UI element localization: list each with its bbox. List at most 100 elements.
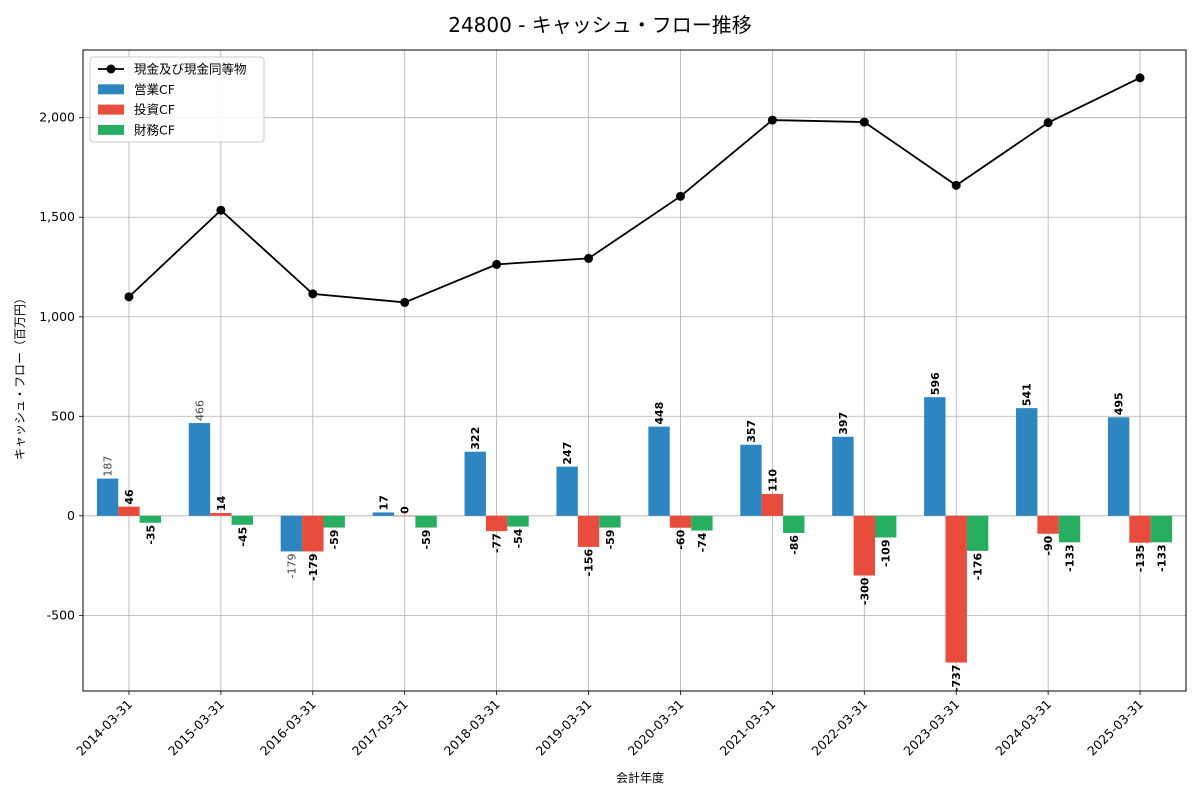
bar-投資CF (302, 515, 324, 552)
y-tick-label: -500 (47, 607, 75, 622)
bar-営業CF (924, 397, 946, 516)
line-point (951, 180, 961, 190)
bar-value-label: 541 (1021, 383, 1034, 406)
chart-title: 24800 - キャッシュ・フロー推移 (448, 13, 752, 37)
x-tick-label: 2020-03-31 (625, 697, 687, 759)
bar-value-label: -133 (1155, 544, 1168, 572)
bar-財務CF (1150, 515, 1173, 543)
bar-value-label: -59 (420, 530, 433, 550)
line-point (859, 117, 869, 127)
bar-value-label: 46 (123, 489, 136, 505)
bar-labels: 187 466 -179 17 322 247 448 357 397 596 541 495 46 14… (102, 372, 1169, 692)
legend-label: 現金及び現金同等物 (134, 62, 247, 77)
y-axis-label: キャッシュ・フロー（百万円） (13, 292, 27, 460)
line-point (124, 292, 134, 302)
x-tick-label: 2018-03-31 (441, 697, 503, 759)
bar-投資CF (1129, 515, 1151, 543)
bar-財務CF (415, 515, 437, 528)
line-point (675, 191, 685, 201)
bar-value-label: -35 (144, 525, 157, 545)
bar-value-label: -77 (491, 533, 504, 553)
bar-value-label: 14 (215, 495, 228, 511)
legend-swatch (98, 124, 124, 135)
bar-営業CF (188, 423, 211, 516)
bar-投資CF (1037, 515, 1059, 534)
bar-営業CF (648, 426, 670, 516)
legend-swatch (98, 84, 124, 95)
bar-投資CF (577, 515, 600, 547)
x-tick-label: 2022-03-31 (808, 697, 870, 759)
bar-営業CF (280, 515, 303, 552)
bar-営業CF (556, 466, 578, 516)
bar-value-label: 357 (745, 420, 758, 443)
cash-line (124, 73, 1145, 307)
bar-営業CF (1107, 417, 1130, 516)
line-point (1135, 73, 1145, 83)
bar-営業CF (832, 436, 854, 516)
bar-財務CF (139, 515, 162, 523)
bar-value-label: -59 (328, 530, 341, 550)
bar-value-label: 0 (399, 506, 412, 514)
bar-value-label: -74 (696, 532, 709, 552)
bar-value-label: -179 (285, 553, 298, 578)
bar-財務CF (966, 515, 989, 551)
bar-value-label: -45 (236, 527, 249, 547)
bar-投資CF (669, 515, 692, 528)
bar-value-label: 247 (561, 442, 574, 465)
bar-value-label: -133 (1064, 544, 1077, 572)
bar-営業CF (1016, 408, 1038, 516)
bar-value-label: -300 (858, 577, 871, 605)
bar-財務CF (507, 515, 529, 527)
legend-label: 財務CF (134, 122, 175, 137)
y-tick-label: 0 (67, 508, 75, 523)
bar-営業CF (740, 444, 762, 516)
legend-marker (106, 64, 116, 74)
y-tick-label: 1,500 (39, 209, 75, 224)
x-tick-label: 2016-03-31 (257, 697, 319, 759)
legend-label: 営業CF (134, 82, 175, 97)
bar-value-label: 495 (1113, 392, 1126, 415)
bar-value-label: 466 (193, 400, 206, 421)
bar-value-label: -737 (950, 665, 963, 693)
bar-財務CF (1058, 515, 1081, 543)
bar-value-label: -156 (583, 549, 596, 577)
x-tick-label: 2015-03-31 (165, 697, 227, 759)
bar-value-label: -179 (307, 553, 320, 581)
bar-投資CF (485, 515, 508, 532)
bar-財務CF (874, 515, 897, 538)
bar-value-label: -86 (788, 535, 801, 555)
bar-営業CF (96, 478, 119, 516)
bars (96, 397, 1173, 663)
bar-投資CF (210, 513, 232, 516)
bar-value-label: -60 (674, 529, 687, 549)
legend-swatch (98, 104, 124, 115)
legend-label: 投資CF (134, 102, 175, 117)
bar-value-label: -59 (604, 530, 617, 550)
bar-value-label: 397 (837, 412, 850, 435)
x-tick-label: 2019-03-31 (533, 697, 595, 759)
bar-財務CF (231, 515, 253, 525)
bar-投資CF (853, 515, 875, 576)
line-point (216, 205, 226, 215)
bar-value-label: -135 (1134, 545, 1147, 573)
y-tick-label: 500 (51, 408, 75, 423)
bar-value-label: -109 (880, 540, 893, 568)
bar-value-label: 596 (929, 372, 942, 395)
bar-投資CF (118, 506, 140, 516)
line-point (1043, 118, 1053, 128)
line-point (400, 297, 410, 307)
bar-value-label: -176 (972, 553, 985, 581)
x-tick-label: 2014-03-31 (73, 697, 135, 759)
bar-value-label: 110 (766, 469, 779, 492)
line-現金及び現金同等物 (128, 77, 1141, 304)
bar-value-label: 17 (377, 495, 390, 510)
y-tick-label: 2,000 (39, 110, 75, 125)
x-axis-label: 会計年度 (616, 770, 664, 785)
bar-財務CF (783, 515, 805, 533)
bar-財務CF (599, 515, 621, 528)
bar-営業CF (372, 512, 395, 516)
x-tick-label: 2025-03-31 (1084, 697, 1146, 759)
legend-box (89, 56, 265, 143)
